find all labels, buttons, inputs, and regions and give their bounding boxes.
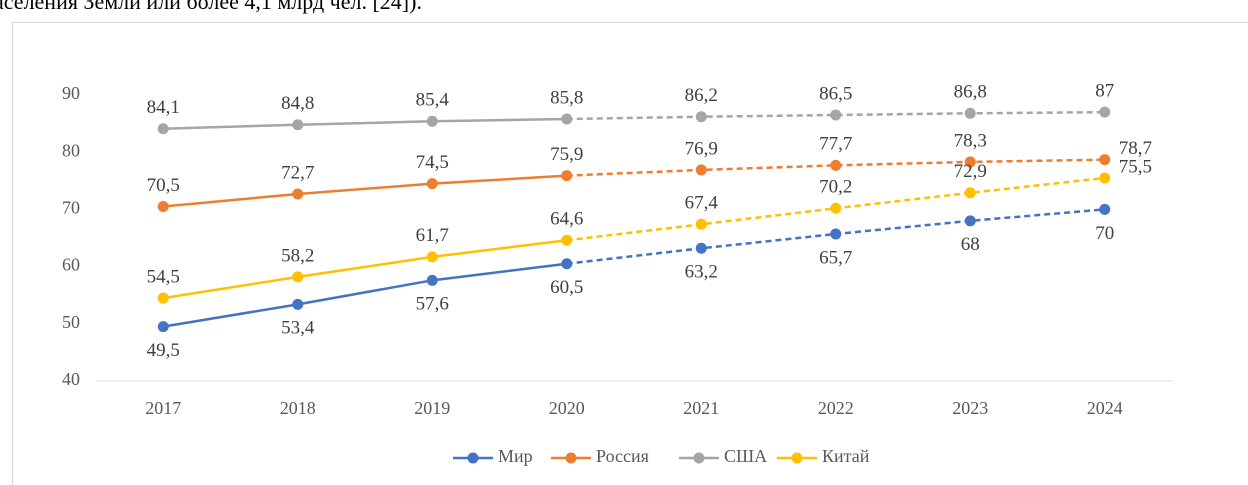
x-tick-label: 2019	[414, 398, 450, 418]
x-tick-label: 2018	[280, 398, 316, 418]
data-label: 60,5	[550, 277, 583, 298]
point	[561, 113, 573, 125]
point	[157, 123, 169, 135]
point	[964, 215, 976, 227]
point	[426, 115, 438, 127]
data-label: 86,8	[954, 82, 987, 103]
point	[292, 298, 304, 310]
data-label: 76,9	[685, 138, 718, 159]
legend-marker	[693, 452, 705, 464]
data-label: 65,7	[819, 247, 852, 268]
point	[1099, 203, 1111, 215]
data-label: 63,2	[685, 262, 718, 283]
point	[964, 187, 976, 199]
point	[561, 258, 573, 270]
data-label: 72,7	[281, 162, 314, 183]
point	[157, 292, 169, 304]
legend-label: Мир	[498, 446, 533, 466]
data-label: 67,4	[685, 193, 719, 214]
legend-label: США	[724, 446, 767, 466]
data-label: 75,9	[550, 144, 583, 165]
point	[830, 159, 842, 171]
data-label: 78,7	[1119, 138, 1152, 159]
point	[1099, 154, 1111, 166]
point	[695, 111, 707, 123]
data-label: 54,5	[147, 266, 180, 287]
data-label: 57,6	[416, 294, 449, 315]
point	[292, 188, 304, 200]
data-label: 49,5	[147, 340, 180, 361]
data-label: 86,2	[685, 85, 718, 106]
y-tick-label: 80	[62, 140, 80, 160]
point	[964, 156, 976, 168]
point	[157, 321, 169, 333]
x-tick-label: 2024	[1087, 398, 1123, 418]
data-label: 64,6	[550, 209, 583, 230]
data-label: 70,2	[819, 177, 852, 198]
data-label: 70	[1095, 223, 1114, 244]
point	[1099, 172, 1111, 184]
chart-frame	[12, 22, 1248, 485]
data-label: 75,5	[1119, 156, 1152, 177]
legend-label: Китай	[822, 446, 870, 466]
data-label: 61,7	[416, 225, 449, 246]
data-label: 72,9	[954, 161, 987, 182]
legend-marker	[565, 452, 577, 464]
point	[561, 170, 573, 182]
point	[426, 178, 438, 190]
y-tick-label: 90	[62, 83, 80, 103]
data-label: 77,7	[819, 134, 852, 155]
y-tick-label: 40	[62, 369, 80, 389]
point	[426, 251, 438, 263]
legend-marker	[791, 452, 803, 464]
point	[1099, 106, 1111, 118]
point	[561, 234, 573, 246]
point	[157, 201, 169, 213]
data-label: 74,5	[416, 152, 449, 173]
y-tick-label: 60	[62, 255, 80, 275]
x-tick-label: 2020	[549, 398, 585, 418]
data-label: 84,1	[147, 97, 180, 118]
point	[830, 228, 842, 240]
point	[695, 164, 707, 176]
data-label: 58,2	[281, 245, 314, 266]
point	[964, 107, 976, 119]
point	[695, 242, 707, 254]
x-tick-label: 2022	[818, 398, 854, 418]
point	[830, 109, 842, 121]
x-tick-label: 2023	[952, 398, 988, 418]
series-line	[163, 174, 567, 208]
y-tick-label: 50	[62, 312, 80, 332]
data-label: 87	[1095, 81, 1114, 102]
series-line	[163, 262, 567, 328]
data-label: 78,3	[954, 130, 987, 151]
data-label: 85,8	[550, 87, 583, 108]
legend-marker	[467, 452, 479, 464]
series-line	[163, 239, 567, 300]
data-label: 86,5	[819, 83, 852, 104]
point	[830, 202, 842, 214]
series-line	[163, 117, 567, 130]
y-tick-label: 70	[62, 198, 80, 218]
header-text: аселения Земли или более 4,1 млрд чел. […	[0, 0, 422, 14]
data-label: 68	[961, 234, 980, 255]
x-tick-label: 2017	[145, 398, 181, 418]
data-label: 84,8	[281, 93, 314, 114]
legend-label: Россия	[596, 446, 649, 466]
data-label: 70,5	[147, 175, 180, 196]
x-tick-label: 2021	[683, 398, 719, 418]
point	[426, 274, 438, 286]
point	[695, 218, 707, 230]
point	[292, 119, 304, 131]
data-label: 85,4	[416, 90, 450, 111]
point	[292, 271, 304, 283]
data-label: 53,4	[281, 318, 315, 339]
